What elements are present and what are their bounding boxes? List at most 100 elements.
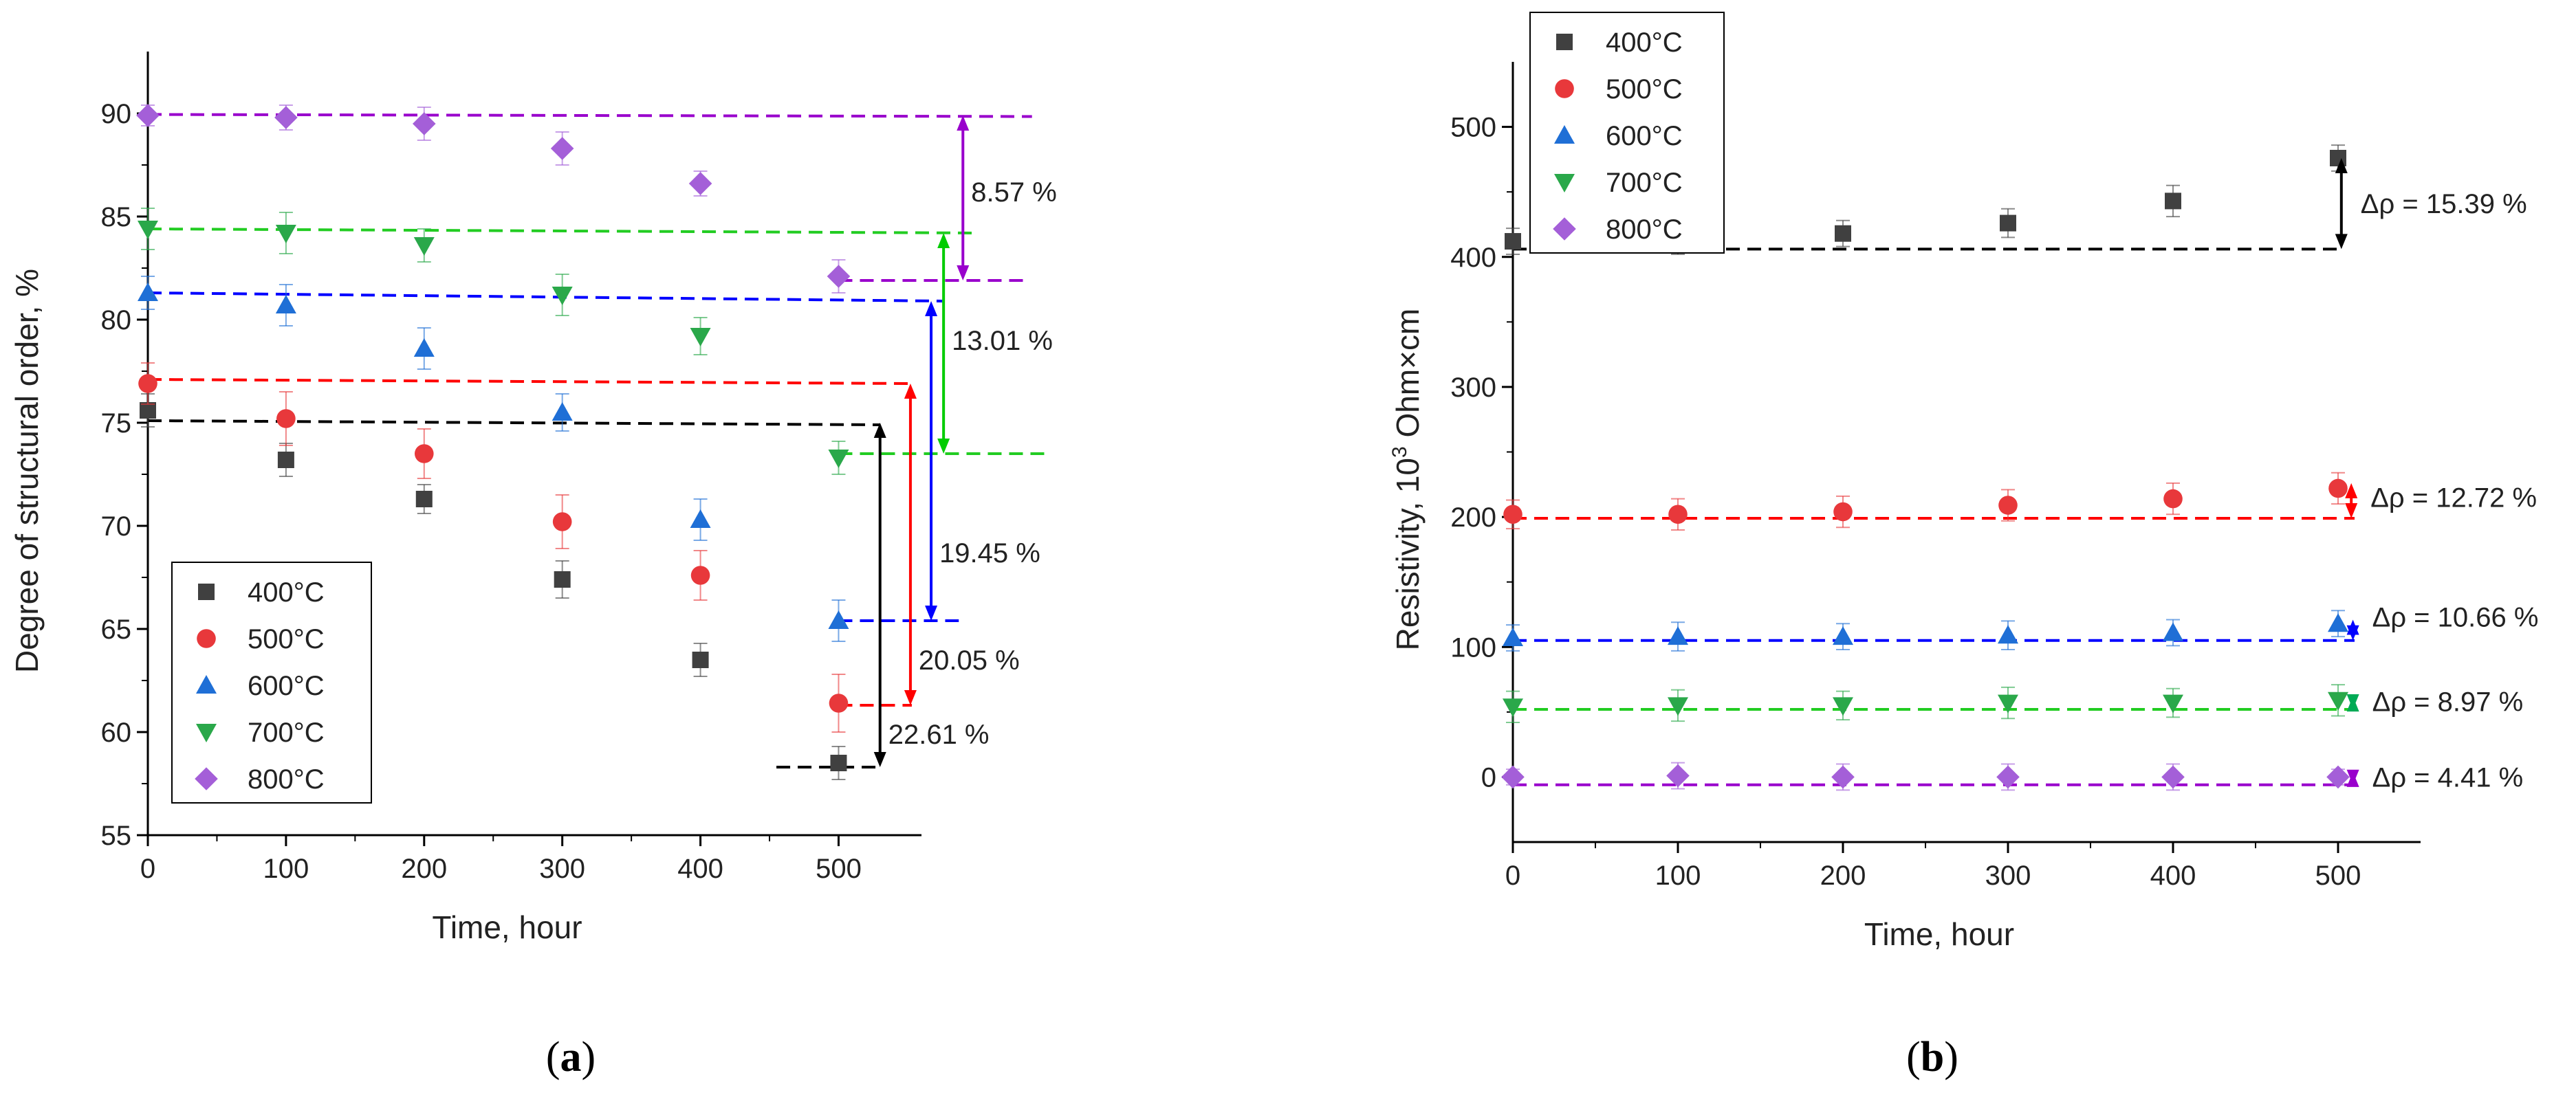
- data-point: [552, 402, 573, 421]
- y-tick-label: 85: [101, 202, 132, 232]
- data-point: [2326, 765, 2350, 789]
- delta-arrow: [2346, 694, 2359, 712]
- data-point: [1835, 225, 1851, 242]
- data-point: [2163, 622, 2183, 641]
- y-tick-label: 75: [101, 408, 132, 439]
- arrow-head-down: [2345, 502, 2358, 518]
- data-point: [2163, 489, 2183, 509]
- x-tick-label: 400: [2150, 861, 2196, 891]
- data-point: [1668, 505, 1688, 524]
- data-point: [277, 452, 294, 468]
- data-point: [828, 450, 849, 468]
- series-700°C: [1503, 684, 2348, 723]
- data-point: [690, 566, 710, 585]
- data-point: [412, 112, 436, 135]
- arrow-head-up: [937, 233, 950, 248]
- data-point: [276, 409, 296, 428]
- panel-label: (b): [1906, 1034, 1958, 1081]
- y-tick-label: 500: [1450, 113, 1496, 143]
- series-600°C: [1503, 610, 2348, 652]
- data-point: [692, 652, 709, 668]
- legend-marker: [195, 767, 218, 790]
- legend-label: 600°C: [248, 671, 325, 701]
- y-tick-label: 70: [101, 511, 132, 542]
- data-point: [2161, 765, 2185, 789]
- delta-arrow: [925, 301, 938, 621]
- data-point: [414, 444, 434, 463]
- data-point: [1501, 765, 1525, 789]
- legend-label: 400°C: [1606, 27, 1683, 58]
- data-point: [1833, 697, 1853, 716]
- data-point: [690, 328, 711, 346]
- arrow-head-down: [2335, 234, 2348, 250]
- y-tick-label: 0: [1481, 762, 1496, 793]
- arrow-head-down: [937, 439, 950, 454]
- delta-arrow: [873, 423, 886, 767]
- data-point: [550, 137, 574, 160]
- delta-arrow: [2335, 157, 2348, 250]
- x-tick-label: 100: [1655, 861, 1701, 891]
- data-point: [1833, 502, 1853, 522]
- data-point: [688, 172, 712, 195]
- arrow-head-down: [904, 690, 917, 705]
- panel-label-open: (: [546, 1034, 560, 1081]
- delta-label: 22.61 %: [888, 720, 990, 750]
- x-axis-title: Time, hour: [432, 909, 582, 945]
- x-tick-label: 500: [816, 854, 862, 884]
- legend-marker: [197, 629, 216, 648]
- legend-label: 800°C: [248, 764, 325, 795]
- data-point: [2165, 192, 2181, 210]
- fit-line-700°C: [147, 228, 977, 234]
- data-point: [138, 283, 158, 301]
- panel-label-open: (: [1906, 1034, 1921, 1081]
- arrow-head-down: [925, 606, 938, 621]
- legend-marker: [1553, 217, 1576, 241]
- data-point: [1998, 625, 2018, 644]
- x-tick-label: 300: [539, 854, 585, 884]
- data-point: [1998, 694, 2018, 714]
- legend-marker: [196, 724, 217, 742]
- arrow-head-up: [873, 423, 886, 438]
- arrow-head-up: [904, 384, 917, 399]
- y-axis-title-unit: Ohm×cm: [1390, 309, 1426, 447]
- legend-label: 500°C: [248, 624, 325, 654]
- delta-arrow: [904, 384, 917, 705]
- data-point: [1503, 628, 1523, 647]
- fit-line-500°C: [147, 378, 912, 385]
- data-point: [1831, 765, 1855, 789]
- arrow-head-up: [2335, 157, 2348, 173]
- delta-label: Δρ = 10.66 %: [2372, 603, 2539, 633]
- delta-arrow: [2346, 769, 2359, 787]
- y-axis-title-main: Resistivity, 10: [1390, 458, 1426, 650]
- x-tick-label: 400: [677, 854, 723, 884]
- fit-line-400°C: [147, 419, 880, 426]
- legend: 400°C 500°C 600°C 700°C 800°C: [1529, 12, 1725, 254]
- x-tick-label: 500: [2315, 861, 2361, 891]
- data-point: [413, 338, 435, 357]
- y-tick-label: 300: [1450, 373, 1496, 403]
- legend-label: 400°C: [248, 577, 325, 608]
- data-point: [138, 221, 158, 239]
- arrow-head-down: [2346, 694, 2359, 710]
- delta-label: 20.05 %: [919, 645, 1020, 676]
- legend-marker: [1554, 174, 1575, 192]
- legend-label: 700°C: [1606, 168, 1683, 198]
- data-point: [2000, 214, 2016, 232]
- data-point: [1996, 765, 2020, 789]
- x-tick-label: 200: [1820, 861, 1866, 891]
- arrow-head-up: [957, 115, 970, 131]
- y-tick-label: 90: [101, 99, 132, 129]
- data-point: [828, 610, 849, 629]
- legend-marker: [196, 675, 217, 694]
- panel-label-letter: b: [1921, 1034, 1944, 1081]
- delta-label: Δρ = 12.72 %: [2370, 483, 2537, 513]
- chart-panel-b: 0 100 200 300 400 500 0 100 200 300 400 500 Time, ho…: [1388, 12, 2538, 1081]
- y-tick-label: 80: [101, 305, 132, 335]
- delta-label: Δρ = 8.97 %: [2372, 687, 2524, 718]
- fit-line-800°C: [147, 113, 1032, 118]
- arrow-head-down: [2346, 625, 2359, 641]
- panel-label-close: ): [582, 1034, 596, 1081]
- series-400°C: [1505, 144, 2346, 255]
- arrow-head-down: [957, 265, 970, 280]
- x-tick-label: 0: [140, 854, 155, 884]
